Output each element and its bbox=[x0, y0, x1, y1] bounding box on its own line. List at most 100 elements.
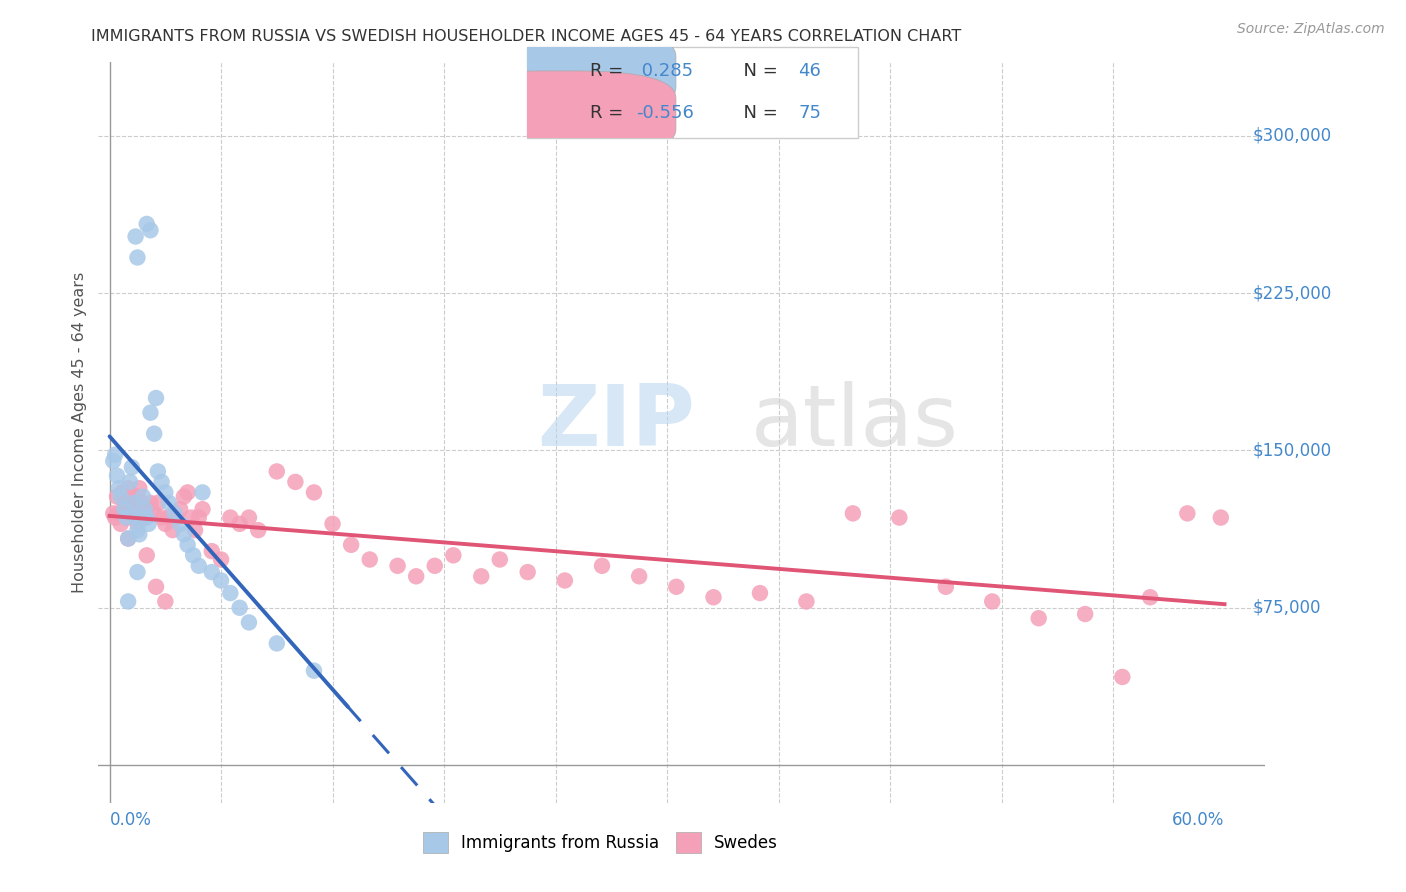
Point bbox=[143, 426, 166, 441]
Point bbox=[284, 475, 307, 489]
Point bbox=[155, 485, 177, 500]
Point bbox=[1028, 611, 1050, 625]
Text: 0.0%: 0.0% bbox=[110, 811, 152, 830]
Point bbox=[121, 496, 143, 510]
Point bbox=[115, 510, 138, 524]
Point bbox=[628, 569, 651, 583]
Point bbox=[191, 502, 214, 516]
Point bbox=[124, 510, 146, 524]
Text: 75: 75 bbox=[799, 103, 821, 122]
Point bbox=[145, 580, 167, 594]
Point bbox=[117, 532, 139, 546]
Point bbox=[1139, 591, 1161, 605]
Point bbox=[266, 464, 288, 478]
Point bbox=[155, 516, 177, 531]
Point bbox=[322, 516, 344, 531]
Text: R =: R = bbox=[591, 62, 628, 80]
Point bbox=[842, 507, 865, 521]
Text: N =: N = bbox=[733, 62, 783, 80]
Point bbox=[128, 527, 150, 541]
Text: R =: R = bbox=[591, 103, 628, 122]
Text: Source: ZipAtlas.com: Source: ZipAtlas.com bbox=[1237, 22, 1385, 37]
Point bbox=[176, 485, 198, 500]
Point bbox=[266, 636, 288, 650]
Point bbox=[591, 558, 613, 573]
Point bbox=[238, 510, 260, 524]
Point bbox=[554, 574, 576, 588]
Text: $150,000: $150,000 bbox=[1253, 442, 1331, 459]
Point bbox=[516, 565, 538, 579]
Point bbox=[127, 251, 149, 265]
Point bbox=[124, 510, 146, 524]
Point bbox=[135, 549, 157, 563]
Point bbox=[135, 217, 157, 231]
Point bbox=[173, 490, 195, 504]
Point bbox=[702, 591, 724, 605]
Point bbox=[1209, 510, 1232, 524]
Text: $225,000: $225,000 bbox=[1253, 285, 1331, 302]
Point bbox=[117, 594, 139, 608]
Point bbox=[359, 552, 381, 566]
Point bbox=[180, 510, 202, 524]
Point bbox=[127, 565, 149, 579]
Point bbox=[665, 580, 688, 594]
Point bbox=[122, 502, 145, 516]
Point bbox=[191, 485, 214, 500]
Point bbox=[340, 538, 363, 552]
Point bbox=[1074, 607, 1097, 621]
Point bbox=[103, 454, 125, 468]
Point bbox=[118, 475, 141, 489]
Point bbox=[129, 510, 152, 524]
Point bbox=[228, 600, 250, 615]
Point bbox=[105, 490, 128, 504]
Point bbox=[209, 552, 232, 566]
Point bbox=[889, 510, 911, 524]
Point bbox=[122, 496, 145, 510]
Point bbox=[201, 565, 224, 579]
Point bbox=[121, 460, 143, 475]
Point bbox=[134, 510, 156, 524]
Point bbox=[150, 475, 173, 489]
Point bbox=[110, 516, 132, 531]
Point bbox=[108, 481, 131, 495]
Point bbox=[128, 481, 150, 495]
Point bbox=[166, 510, 188, 524]
Text: -0.556: -0.556 bbox=[637, 103, 695, 122]
Y-axis label: Householder Income Ages 45 - 64 years: Householder Income Ages 45 - 64 years bbox=[72, 272, 87, 593]
Point bbox=[105, 468, 128, 483]
Point bbox=[132, 507, 155, 521]
Point bbox=[104, 448, 127, 462]
Point bbox=[145, 391, 167, 405]
Text: 0.285: 0.285 bbox=[637, 62, 693, 80]
Point bbox=[139, 223, 162, 237]
Point bbox=[405, 569, 427, 583]
Point bbox=[157, 510, 180, 524]
Point bbox=[796, 594, 818, 608]
Point bbox=[127, 523, 149, 537]
Point bbox=[1175, 507, 1198, 521]
Point bbox=[111, 485, 134, 500]
Point bbox=[103, 507, 125, 521]
Text: atlas: atlas bbox=[751, 381, 959, 464]
Point bbox=[228, 516, 250, 531]
Point bbox=[749, 586, 772, 600]
Point bbox=[157, 496, 180, 510]
Point bbox=[187, 558, 209, 573]
Point bbox=[423, 558, 446, 573]
Point bbox=[117, 532, 139, 546]
Point bbox=[108, 507, 131, 521]
Point bbox=[470, 569, 492, 583]
FancyBboxPatch shape bbox=[441, 29, 676, 114]
Point bbox=[176, 538, 198, 552]
Point bbox=[146, 496, 169, 510]
Point bbox=[139, 406, 162, 420]
Point bbox=[163, 507, 186, 521]
Point bbox=[127, 490, 149, 504]
Point bbox=[302, 664, 325, 678]
Point bbox=[181, 549, 204, 563]
Point bbox=[117, 481, 139, 495]
Point bbox=[201, 544, 224, 558]
Point bbox=[134, 502, 156, 516]
Text: $300,000: $300,000 bbox=[1253, 127, 1331, 145]
Point bbox=[146, 464, 169, 478]
